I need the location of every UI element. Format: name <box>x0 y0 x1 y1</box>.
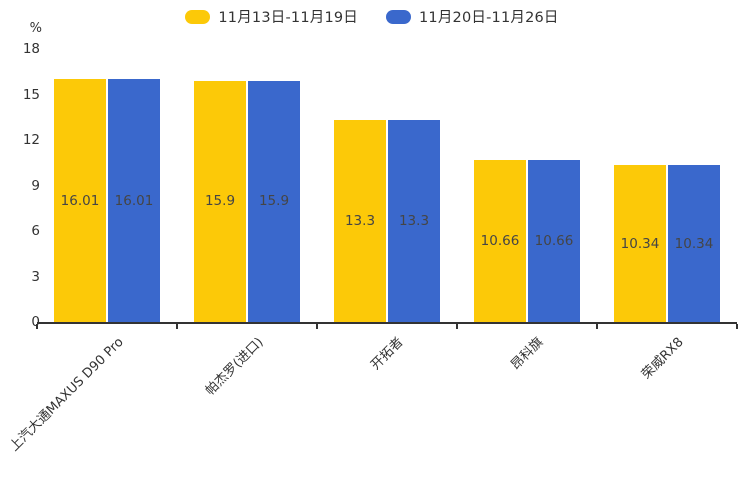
bar-value-label: 10.34 <box>620 235 660 252</box>
legend-swatch-blue-icon <box>386 9 411 24</box>
x-axis-tick <box>596 324 598 329</box>
x-axis-category-label: 昂科旗 <box>508 334 547 374</box>
y-axis-tick-label: 15 <box>22 86 40 103</box>
x-axis-tick <box>456 324 458 329</box>
bar-week1: 10.66 <box>474 160 526 322</box>
legend-swatch-yellow-icon <box>185 9 211 24</box>
bar-value-label: 10.66 <box>480 233 520 250</box>
y-axis-tick-label: 12 <box>22 132 40 148</box>
x-axis-category-label: 上汽大通MAXUS D90 Pro <box>6 334 127 455</box>
legend-label-week1: 11月13日-11月19日 <box>218 10 358 26</box>
bar-week2: 10.34 <box>668 165 720 322</box>
x-axis-tick <box>36 324 38 329</box>
x-axis-category-label: 开拓者 <box>368 334 407 374</box>
bar-week1: 16.01 <box>54 79 106 322</box>
legend-item-week1[interactable]: 11月13日-11月19日 <box>185 6 358 27</box>
legend: 11月13日-11月19日 11月20日-11月26日 <box>0 6 744 27</box>
bar-value-label: 13.3 <box>398 213 430 230</box>
bar-week2: 13.3 <box>388 120 440 322</box>
y-axis-tick-label: 18 <box>22 41 40 57</box>
y-axis-unit-label: % <box>29 21 42 36</box>
x-axis-tick <box>316 324 318 329</box>
bar-value-label: 16.01 <box>114 192 154 209</box>
bar-week2: 16.01 <box>108 79 160 322</box>
x-axis-line <box>37 322 737 324</box>
bar-week1: 15.9 <box>194 80 246 322</box>
bar-week2: 15.9 <box>248 80 300 322</box>
x-axis-tick <box>736 324 738 329</box>
bar-week1: 13.3 <box>334 120 386 322</box>
bar-value-label: 13.3 <box>344 213 376 230</box>
legend-label-week2: 11月20日-11月26日 <box>419 10 559 26</box>
bar-value-label: 16.01 <box>60 192 100 209</box>
y-axis-tick-label: 0 <box>31 314 40 330</box>
bar-value-label: 10.34 <box>674 235 714 252</box>
bar-week2: 10.66 <box>528 160 580 322</box>
bar-value-label: 15.9 <box>258 193 290 210</box>
y-axis-tick-label: 9 <box>31 177 40 194</box>
bar-value-label: 15.9 <box>204 193 236 210</box>
x-axis-category-label: 荣威RX8 <box>638 334 687 383</box>
bar-week1: 10.34 <box>614 165 666 322</box>
x-axis-tick <box>176 324 178 329</box>
y-axis-tick-label: 3 <box>31 268 40 285</box>
legend-item-week2[interactable]: 11月20日-11月26日 <box>386 6 559 27</box>
x-axis-category-label: 帕杰罗(进口) <box>202 334 267 399</box>
y-axis-tick-label: 6 <box>31 223 40 239</box>
bar-value-label: 10.66 <box>534 233 574 250</box>
